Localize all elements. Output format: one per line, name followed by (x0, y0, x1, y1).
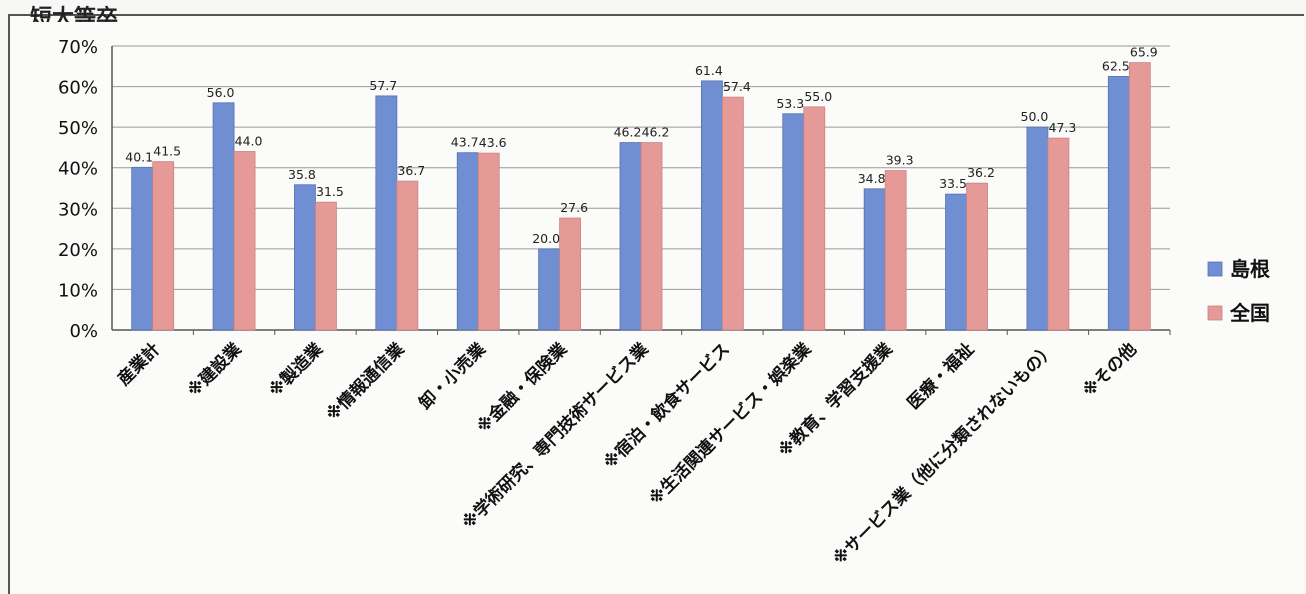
data-label: 27.6 (560, 200, 588, 215)
category-label: ※生活関連サービス・娯楽業 (645, 339, 816, 510)
bar-national (1047, 137, 1070, 331)
bar-national (640, 142, 663, 331)
y-tick-label: 0% (69, 321, 98, 342)
data-label: 46.2 (614, 125, 642, 140)
bar-national (152, 161, 175, 331)
bar-shimane (1026, 126, 1049, 331)
category-label: 卸・小売業 (415, 339, 490, 414)
bar-national (966, 182, 988, 331)
category-label: ※情報通信業 (322, 339, 409, 426)
category-label: ※製造業 (264, 339, 327, 402)
bar-national (477, 152, 500, 331)
bar-national (1128, 62, 1151, 331)
data-label: 43.7 (451, 135, 479, 150)
bar-shimane (375, 95, 398, 331)
bar-shimane (945, 193, 967, 331)
category-label: ※その他 (1078, 339, 1141, 402)
bar-shimane (700, 80, 723, 331)
bar-national (315, 201, 337, 331)
y-tick-label: 30% (58, 199, 98, 220)
y-tick-label: 10% (58, 280, 98, 301)
data-label: 55.0 (804, 89, 832, 104)
data-label: 43.6 (479, 135, 507, 150)
bar-shimane (538, 248, 561, 331)
bar-shimane (131, 166, 154, 331)
data-label: 40.1 (125, 149, 153, 164)
category-label: 産業計 (113, 339, 164, 390)
legend-label: 全国 (1229, 301, 1270, 325)
data-label: 41.5 (153, 144, 181, 159)
bar-national (233, 151, 256, 331)
data-label: 65.9 (1130, 45, 1158, 60)
data-label: 31.5 (316, 184, 344, 199)
bar-national (884, 170, 907, 331)
data-label: 57.4 (723, 79, 751, 94)
y-tick-label: 40% (58, 159, 98, 180)
bar-national (396, 180, 419, 331)
data-label: 35.8 (288, 167, 316, 182)
data-label: 47.3 (1049, 120, 1077, 135)
bar-shimane (863, 188, 886, 331)
data-label: 39.3 (886, 153, 914, 168)
data-label: 62.5 (1102, 58, 1130, 73)
bar-shimane (456, 152, 479, 331)
data-label: 44.0 (235, 133, 263, 148)
bar-national (803, 106, 826, 331)
data-label: 57.7 (369, 78, 397, 93)
data-label: 46.2 (642, 125, 670, 140)
bar-shimane (619, 142, 642, 331)
bar-national (721, 96, 744, 331)
legend-swatch (1207, 261, 1223, 277)
y-tick-label: 60% (58, 78, 98, 99)
data-label: 36.2 (967, 165, 995, 180)
data-label: 36.7 (397, 163, 425, 178)
legend-label: 島根 (1230, 257, 1270, 281)
legend-swatch (1207, 305, 1223, 321)
bar-shimane (294, 184, 316, 331)
category-label: 医療・福祉 (903, 339, 978, 414)
data-label: 56.0 (207, 85, 235, 100)
bar-national (559, 217, 582, 331)
bar-shimane (1107, 76, 1130, 331)
y-tick-label: 70% (58, 37, 98, 58)
data-label: 34.8 (858, 171, 886, 186)
chart-title: 短大等卒 (30, 6, 119, 22)
y-tick-label: 50% (58, 118, 98, 139)
data-label: 53.3 (776, 96, 804, 111)
data-label: 50.0 (1021, 109, 1049, 124)
bar-chart: 0% 10% 20% 30% 40% 50% 60% 70% 40.1 41.5 産業計 56.0 44… (58, 37, 1270, 570)
data-label: 61.4 (695, 63, 723, 78)
bar-shimane (782, 113, 805, 331)
category-label: ※建設業 (183, 339, 246, 402)
data-label: 20.0 (532, 231, 560, 246)
data-label: 33.5 (939, 176, 967, 191)
bar-shimane (212, 102, 235, 331)
y-tick-label: 20% (58, 240, 98, 261)
